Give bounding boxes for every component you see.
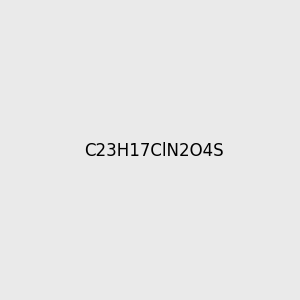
- Text: C23H17ClN2O4S: C23H17ClN2O4S: [84, 142, 224, 160]
